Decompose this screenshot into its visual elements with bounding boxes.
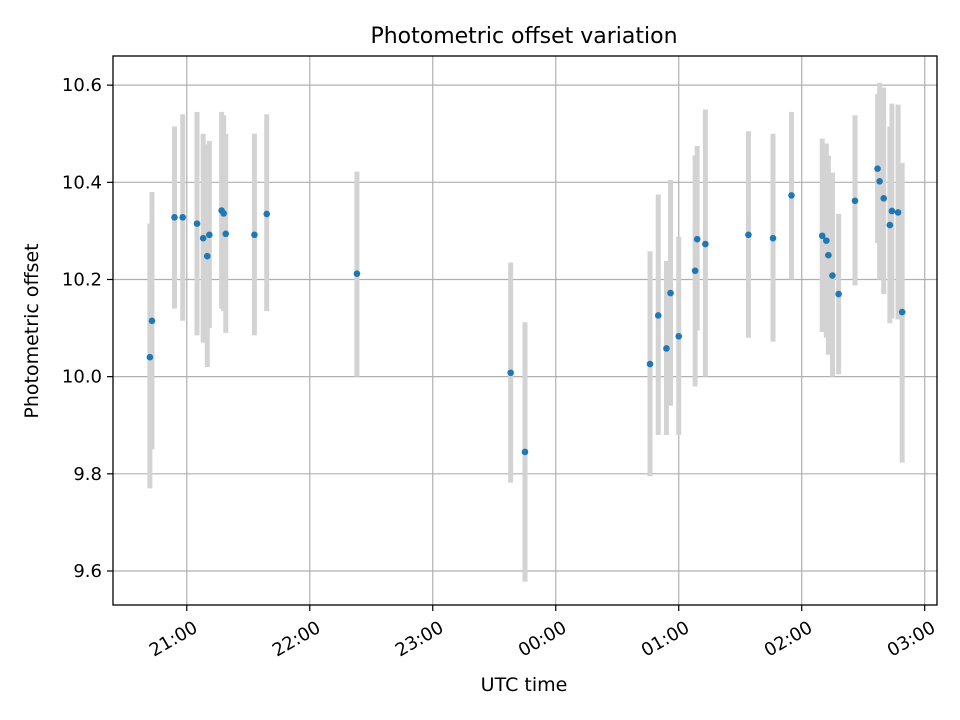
data-point: [206, 231, 213, 239]
data-point: [193, 220, 201, 227]
data-point: [663, 345, 670, 352]
data-point: [874, 165, 881, 173]
x-tick-label: 00:00: [515, 617, 570, 661]
y-tick-label: 9.6: [73, 561, 102, 582]
data-point: [521, 448, 529, 456]
data-point: [203, 252, 211, 260]
data-point: [829, 272, 836, 279]
x-axis-ticks: 21:00 22:00 23:00 00:00 01:00 02:00 03:00: [146, 605, 939, 661]
data-point: [251, 231, 258, 239]
x-axis-label: UTC time: [481, 674, 568, 696]
data-point: [146, 353, 154, 361]
data-point: [880, 195, 888, 202]
y-tick-label: 10.6: [62, 75, 102, 96]
data-point: [171, 213, 178, 221]
data-point: [898, 308, 906, 316]
data-point: [818, 232, 826, 240]
data-point: [876, 178, 883, 185]
data-point: [507, 369, 514, 377]
x-tick-label: 02:00: [761, 617, 816, 661]
chart-title: Photometric offset variation: [370, 24, 677, 49]
x-tick-label: 21:00: [146, 617, 201, 661]
data-point: [179, 213, 186, 221]
data-point: [886, 221, 894, 229]
y-axis-ticks: 9.6 9.8 10.0 10.2 10.4 10.6: [62, 75, 113, 582]
data-point: [702, 240, 709, 248]
data-point: [646, 360, 654, 368]
data-point: [263, 210, 271, 218]
x-tick-label: 23:00: [392, 617, 447, 661]
y-axis-label: Photometric offset: [21, 243, 43, 418]
data-point: [353, 270, 361, 277]
data-points: [146, 165, 906, 456]
data-point: [148, 317, 156, 325]
data-point: [675, 333, 683, 340]
data-point: [691, 267, 699, 275]
data-point: [894, 209, 902, 216]
data-point: [835, 290, 842, 298]
y-tick-label: 10.0: [62, 367, 102, 388]
data-point: [745, 231, 752, 239]
data-point: [825, 251, 832, 259]
y-tick-label: 9.8: [73, 464, 102, 485]
data-point: [693, 235, 701, 243]
x-tick-label: 01:00: [638, 617, 693, 661]
data-point: [199, 234, 207, 242]
x-tick-label: 03:00: [884, 617, 939, 661]
data-point: [654, 312, 662, 319]
y-tick-label: 10.2: [62, 269, 102, 290]
data-point: [769, 234, 777, 242]
data-point: [222, 230, 230, 238]
data-point: [823, 237, 830, 244]
data-point: [888, 207, 896, 215]
data-point: [788, 192, 795, 199]
y-tick-label: 10.4: [62, 172, 102, 193]
error-bars: [147, 82, 905, 582]
data-point: [220, 210, 227, 217]
data-point: [851, 197, 859, 205]
data-point: [667, 289, 674, 297]
plot-frame: [112, 55, 938, 606]
x-tick-label: 22:00: [269, 617, 324, 661]
